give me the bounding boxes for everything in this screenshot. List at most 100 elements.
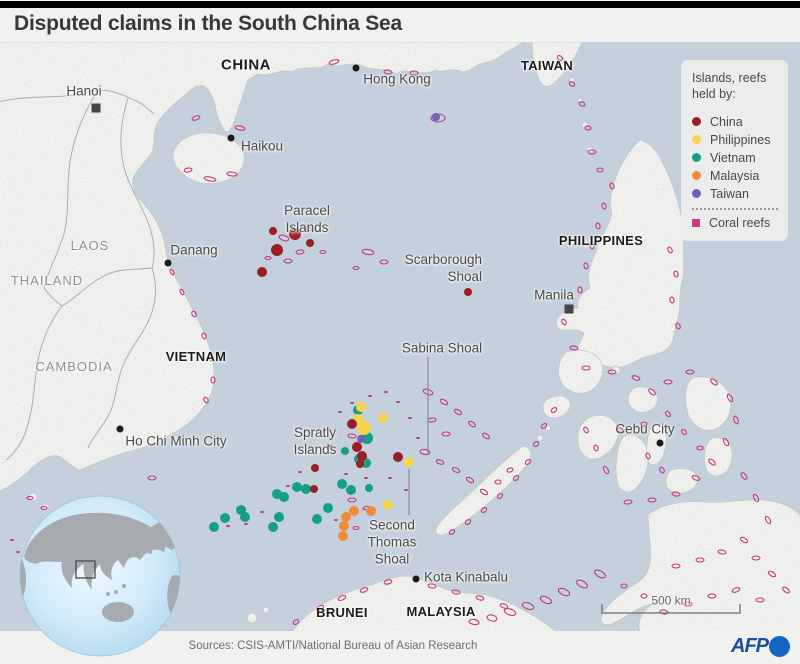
coral-reef xyxy=(782,586,790,594)
legend-label: Taiwan xyxy=(710,186,749,201)
coral-reef xyxy=(640,593,648,599)
coral-reef xyxy=(609,182,615,190)
marker-china xyxy=(347,419,357,429)
coral-reef xyxy=(731,587,741,593)
marker-vietnam xyxy=(341,447,349,455)
coral-reef xyxy=(453,408,463,416)
coral-reef xyxy=(441,431,451,437)
marker-malaysia xyxy=(366,506,376,516)
marker-china xyxy=(356,460,364,468)
coral-reef xyxy=(315,604,325,612)
coral-reef xyxy=(673,270,679,278)
coral-reef xyxy=(203,176,217,182)
coral-reef xyxy=(10,539,14,541)
coral-reef xyxy=(383,69,393,75)
coral-reef xyxy=(568,81,576,87)
coral-reef xyxy=(408,417,412,419)
coral-reef xyxy=(451,466,461,474)
coral-reef xyxy=(264,255,272,261)
marker-vietnam xyxy=(365,484,373,492)
leader-line-layer xyxy=(408,357,429,515)
coral-reef xyxy=(587,149,597,155)
coral-reef xyxy=(667,246,673,254)
coral-reef xyxy=(583,262,589,270)
coral-reef xyxy=(620,583,628,589)
coral-reef xyxy=(16,551,20,553)
footer-bar: Sources: CSIS-AMTI/National Bureau of As… xyxy=(0,631,800,664)
coral-reef xyxy=(409,70,419,76)
marker-philippines xyxy=(404,457,414,467)
marker-malaysia xyxy=(338,531,348,541)
coral-reef-swatch xyxy=(692,218,700,227)
coral-reef xyxy=(550,406,558,414)
coral-reef xyxy=(208,354,214,362)
marker-vietnam xyxy=(240,512,250,522)
coral-reef xyxy=(710,378,718,386)
coral-reef xyxy=(210,376,216,384)
coral-reef xyxy=(683,601,693,607)
afp-logo-text: AFP xyxy=(731,635,769,657)
coral-reef xyxy=(584,125,592,131)
coral-reef xyxy=(503,607,517,617)
malaysia-swatch xyxy=(692,171,701,180)
legend-items: China Philippines Vietnam Malaysia Taiwan xyxy=(692,113,778,203)
coral-reef xyxy=(383,579,393,585)
coral-reef xyxy=(359,587,369,593)
coral-reef xyxy=(576,579,588,589)
coral-reef xyxy=(183,167,193,173)
page-title: Disputed claims in the South China Sea xyxy=(14,12,402,35)
coral-reef xyxy=(486,614,498,622)
coral-reef xyxy=(602,465,610,475)
claim-marker-layer xyxy=(209,113,472,541)
legend-item-coral-reefs: Coral reefs xyxy=(692,214,778,232)
philippines-swatch xyxy=(692,135,701,144)
coral-reef xyxy=(295,249,305,255)
coral-reef xyxy=(286,485,290,487)
coral-reef xyxy=(480,506,488,514)
coral-reef xyxy=(465,476,475,484)
coral-reef xyxy=(631,375,641,381)
coral-reef xyxy=(334,519,338,521)
coral-reef xyxy=(179,288,185,296)
coral-reef xyxy=(427,583,437,589)
scale-bar-label: 500 km xyxy=(651,593,691,608)
coral-reef xyxy=(532,440,540,448)
coral-reef xyxy=(578,101,586,107)
coral-reef xyxy=(669,296,675,304)
coral-reef-layer xyxy=(10,54,790,626)
coral-reef xyxy=(755,597,765,603)
marker-vietnam xyxy=(268,522,278,532)
coral-reef xyxy=(751,555,761,561)
marker-vietnam xyxy=(346,485,356,495)
coral-reef xyxy=(319,249,327,255)
coral-reef xyxy=(404,489,408,491)
coral-reef xyxy=(659,466,665,474)
coral-reef xyxy=(696,445,704,451)
coral-reef xyxy=(740,472,748,480)
taiwan-swatch xyxy=(692,189,701,198)
coral-reef xyxy=(577,286,583,294)
coral-reef xyxy=(352,265,360,271)
marker-china xyxy=(352,442,362,452)
country-borders xyxy=(0,89,156,461)
marker-china xyxy=(393,452,403,462)
coral-reef xyxy=(479,488,489,496)
afp-logo-globe-icon xyxy=(769,636,790,657)
coral-reef xyxy=(691,475,701,481)
coral-reef xyxy=(298,471,302,473)
marker-philippines xyxy=(378,413,388,423)
coral-reef xyxy=(708,458,716,466)
coral-reef xyxy=(695,557,705,563)
coral-reef xyxy=(593,444,599,452)
marker-china xyxy=(310,485,318,493)
coral-reef xyxy=(396,401,400,403)
scale-bar xyxy=(601,604,741,614)
coral-reef xyxy=(292,618,300,626)
marker-vietnam xyxy=(323,503,333,513)
coral-reef xyxy=(379,259,389,265)
coral-reef xyxy=(707,593,717,599)
marker-china xyxy=(271,244,283,256)
coral-reef xyxy=(664,410,672,418)
